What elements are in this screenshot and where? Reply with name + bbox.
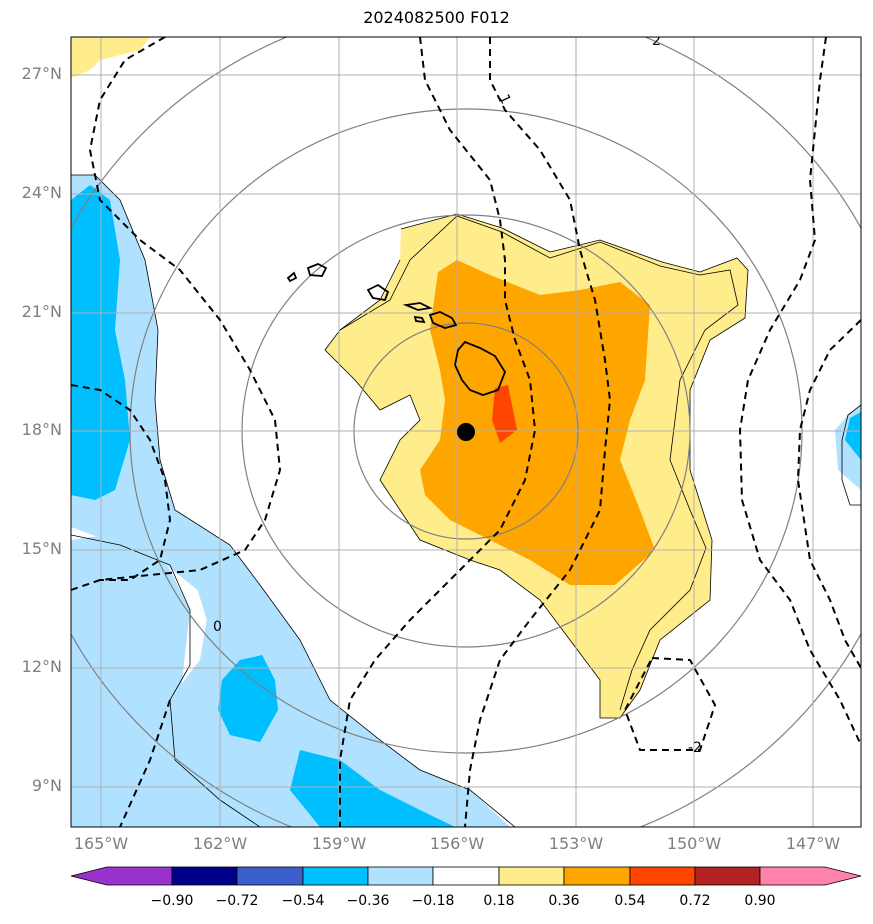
colorbar-tick-label: −0.54 [281,893,325,909]
lat-label-15n: 15°N [21,539,62,558]
lon-label-147w: 147°W [785,834,841,853]
lon-label-165w: 165°W [73,834,129,853]
lat-label-18n: 18°N [21,420,62,439]
colorbar-segment [432,866,500,886]
colorbar-tick-label: −0.90 [150,893,194,909]
anomaly-fill-neg0.36-b [218,655,278,742]
colorbar-segment [171,866,238,886]
contour-label-0: 0 [213,619,222,635]
lon-label-150w: 150°W [666,834,722,853]
anomaly-fill-0.36 [420,260,655,585]
colorbar [70,866,862,886]
colorbar-segment-extend-high [759,866,862,886]
colorbar-tick-label: 0.54 [614,893,646,909]
contour-label-2: 2 [652,33,661,49]
colorbar-segment [302,866,369,886]
coastlines [286,263,507,396]
colorbar-segment [367,866,434,886]
colorbar-tick-label: −0.18 [411,893,455,909]
colorbar-tick-label: −0.36 [346,893,390,909]
colorbar-tick-label: 0.90 [744,893,776,909]
lon-label-153w: 153°W [548,834,604,853]
storm-center-marker [457,423,475,441]
colorbar-segment [563,866,631,886]
dashed-contours [71,37,861,827]
colorbar-segment [694,866,761,886]
anomaly-fill-neg0.36-c [290,750,455,827]
lat-label-9n: 9°N [31,776,62,795]
map-area: 1 0 -2 2 [71,33,861,827]
colorbar-segment [629,866,696,886]
anomaly-fill-neg0.18 [71,175,510,827]
colorbar-segment-extend-low [70,866,173,886]
anomaly-fill-0.54 [492,385,517,443]
map-title: 2024082500 F012 [363,8,510,27]
lat-label-21n: 21°N [21,302,62,321]
lat-label-12n: 12°N [21,657,62,676]
lon-label-159w: 159°W [311,834,367,853]
map-frame [70,36,862,828]
lat-label-24n: 24°N [21,183,62,202]
colorbar-tick-label: 0.36 [548,893,580,909]
anomaly-fill-0.18-corner [71,37,150,78]
grid-lines [71,37,861,827]
lon-label-156w: 156°W [429,834,485,853]
contour-label-neg2: -2 [688,740,702,756]
colorbar-tick-label: −0.72 [215,893,259,909]
anomaly-fill-neg0.36-east [845,412,861,460]
colorbar-segment [236,866,304,886]
colorbar-tick-label: 0.72 [679,893,711,909]
colorbar-segment [498,866,565,886]
colorbar-tick-label: 0.18 [483,893,515,909]
lat-label-27n: 27°N [21,64,62,83]
contour-label-1: 1 [495,92,513,107]
lon-label-162w: 162°W [192,834,248,853]
